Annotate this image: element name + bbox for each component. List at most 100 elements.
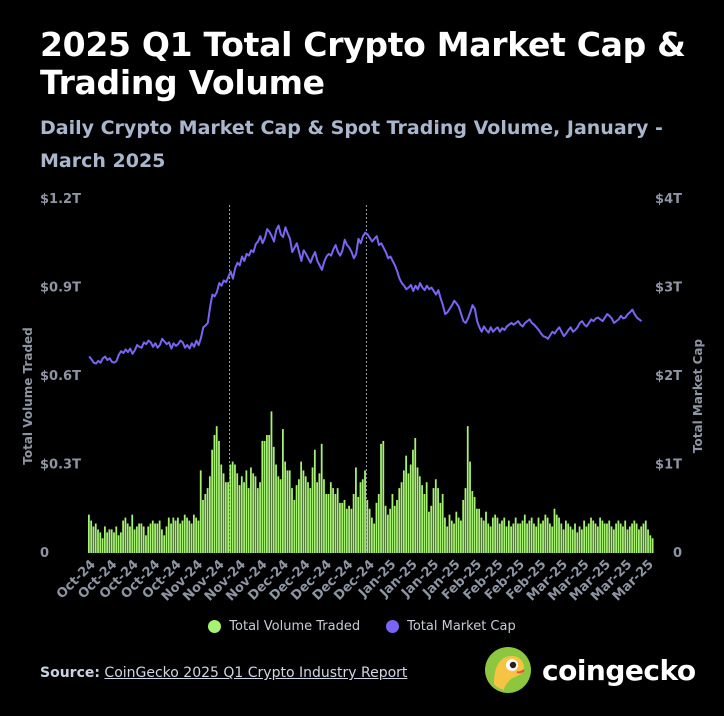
volume-bar — [156, 523, 159, 553]
volume-bar — [526, 523, 528, 553]
legend-volume-label: Total Volume Traded — [229, 619, 361, 634]
volume-bar — [336, 488, 339, 553]
volume-bar — [407, 473, 410, 553]
volume-bar — [391, 494, 394, 553]
volume-bar — [309, 488, 312, 553]
volume-bar — [243, 482, 245, 553]
volume-bar — [279, 479, 282, 553]
volume-bar — [361, 479, 364, 553]
volume-bar — [311, 467, 314, 553]
volume-bar — [549, 523, 551, 553]
volume-bar — [576, 532, 579, 553]
volume-bar — [345, 508, 348, 553]
source-link[interactable]: CoinGecko 2025 Q1 Crypto Industry Report — [104, 665, 408, 681]
volume-bar — [220, 464, 223, 553]
volume-bar — [190, 523, 193, 553]
volume-bar — [610, 526, 613, 553]
volume-bar — [453, 523, 455, 553]
volume-bar — [460, 520, 462, 553]
volume-bar — [455, 511, 458, 553]
volume-dot-icon — [208, 620, 222, 633]
volume-bar — [277, 476, 280, 553]
volume-bar — [494, 514, 497, 553]
volume-bar — [197, 520, 200, 553]
brand-name: coingecko — [542, 653, 696, 687]
volume-bar — [644, 520, 647, 553]
legend-item-volume[interactable]: Total Volume Traded — [208, 619, 360, 634]
volume-bar — [437, 488, 439, 553]
volume-bar — [142, 526, 145, 553]
volume-bar — [560, 523, 563, 553]
volume-bar — [612, 529, 615, 553]
volume-bar — [119, 532, 122, 553]
volume-bar — [307, 482, 309, 553]
volume-bar — [553, 508, 556, 553]
volume-bar — [558, 517, 560, 553]
volume-bar — [510, 526, 512, 553]
volume-bar — [227, 482, 229, 553]
volume-bar — [316, 482, 319, 553]
volume-bar — [348, 505, 350, 553]
volume-bar — [521, 520, 524, 553]
volume-bar — [327, 494, 330, 553]
volume-bar — [448, 514, 451, 553]
volume-bar — [302, 470, 305, 553]
volume-bar — [430, 505, 433, 553]
volume-bar — [147, 526, 150, 553]
volume-bar — [457, 517, 460, 553]
right-axis-title: Total Market Cap — [691, 339, 705, 454]
volume-bar — [204, 494, 207, 553]
right-axis-tick-label: $3T — [655, 281, 682, 296]
volume-bar — [617, 520, 620, 553]
volume-bar — [382, 440, 385, 553]
volume-bar — [512, 523, 515, 553]
volume-bar — [297, 479, 300, 553]
volume-bar — [266, 435, 268, 553]
source-note: Source: CoinGecko 2025 Q1 Crypto Industr… — [40, 665, 407, 681]
volume-bar — [450, 520, 453, 553]
volume-bar — [366, 499, 369, 553]
volume-bar — [181, 520, 184, 553]
volume-bar — [94, 523, 97, 553]
volume-bar — [441, 494, 444, 553]
volume-bar — [97, 529, 99, 553]
volume-bar — [110, 529, 113, 553]
volume-bar — [544, 514, 547, 553]
volume-bar — [473, 496, 476, 553]
volume-bar — [485, 511, 487, 553]
volume-bar — [295, 485, 298, 553]
volume-bar — [475, 508, 478, 553]
volume-bar — [288, 470, 291, 553]
volume-bar — [505, 526, 508, 553]
volume-bar — [414, 437, 417, 553]
volume-bar — [478, 508, 481, 553]
volume-bar — [496, 517, 499, 553]
left-axis-tick-label: $1.2T — [40, 192, 81, 207]
volume-bar — [318, 473, 321, 553]
volume-bar — [635, 523, 638, 553]
volume-bar — [103, 526, 106, 553]
volume-bar — [229, 464, 232, 553]
volume-bar — [350, 508, 353, 553]
volume-bar — [501, 520, 503, 553]
volume-bar — [135, 526, 138, 553]
legend-item-marketcap[interactable]: Total Market Cap — [386, 619, 516, 634]
volume-bar — [172, 517, 175, 553]
volume-bar — [416, 467, 419, 553]
volume-bar — [487, 523, 490, 553]
volume-bar — [464, 488, 467, 553]
volume-bar — [651, 538, 654, 553]
volume-bar — [638, 529, 640, 553]
volume-bar — [373, 523, 376, 553]
volume-bar — [428, 511, 430, 553]
volume-bar — [569, 526, 572, 553]
volume-bar — [240, 476, 243, 553]
volume-bar — [375, 502, 378, 553]
volume-bar — [174, 520, 177, 553]
volume-bar — [398, 488, 401, 553]
volume-bar — [628, 526, 631, 553]
source-label: Source: — [40, 665, 100, 681]
volume-bar — [405, 455, 408, 553]
volume-bar — [108, 529, 111, 553]
